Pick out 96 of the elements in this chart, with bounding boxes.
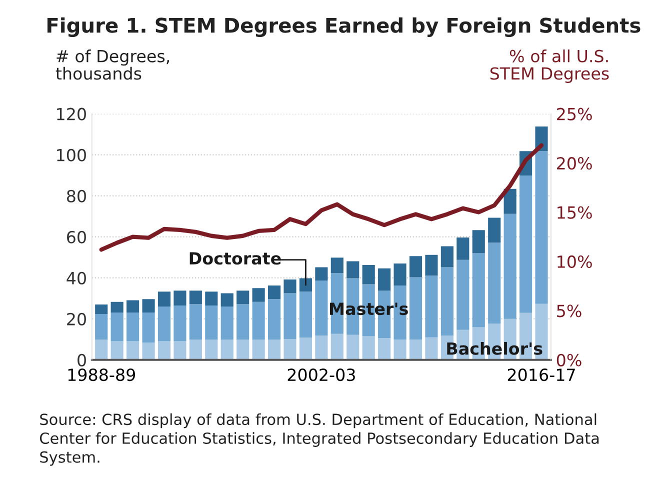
bar bbox=[472, 230, 485, 254]
bar bbox=[425, 254, 438, 276]
y2-tick-label: 10% bbox=[558, 255, 592, 268]
x-tick-label: 1988-89 bbox=[68, 368, 136, 382]
x-tick-label: 2016-17 bbox=[508, 368, 575, 382]
y2-tick-label: 0% bbox=[556, 354, 582, 366]
bar bbox=[174, 290, 186, 306]
y2-tick-label: 20% bbox=[557, 157, 592, 170]
bar bbox=[95, 304, 108, 314]
bar bbox=[158, 292, 171, 307]
y-axis-title: # of Degrees, thousands bbox=[56, 50, 170, 80]
bar bbox=[284, 293, 296, 339]
bar bbox=[362, 264, 375, 284]
bar bbox=[362, 336, 375, 360]
bar bbox=[456, 260, 470, 330]
bar bbox=[220, 306, 234, 340]
bar bbox=[425, 337, 438, 360]
bar bbox=[252, 288, 265, 302]
bar bbox=[158, 306, 171, 342]
bar bbox=[409, 277, 422, 340]
bar bbox=[488, 218, 501, 243]
bar bbox=[315, 280, 328, 336]
bar bbox=[252, 302, 265, 340]
bar bbox=[174, 341, 186, 360]
bar bbox=[142, 312, 155, 342]
bar bbox=[315, 335, 328, 360]
bar bbox=[142, 299, 155, 313]
bar bbox=[95, 340, 108, 360]
bar bbox=[315, 267, 328, 281]
bar bbox=[409, 340, 422, 360]
bar bbox=[284, 338, 296, 360]
y-tick-label: 20 bbox=[67, 312, 86, 326]
bar bbox=[504, 214, 516, 319]
bar bbox=[394, 264, 406, 286]
bar bbox=[189, 304, 202, 340]
bar bbox=[520, 176, 532, 313]
series-label: Bachelor's bbox=[447, 342, 542, 355]
bar bbox=[346, 334, 360, 360]
bar bbox=[425, 276, 438, 338]
bar bbox=[504, 188, 516, 214]
series-label: Doctorate bbox=[190, 252, 281, 265]
y2-axis-title: % of all U.S. STEM Degrees bbox=[490, 50, 609, 84]
bar bbox=[535, 151, 548, 304]
bar bbox=[205, 292, 218, 306]
line-series bbox=[99, 143, 544, 252]
bar bbox=[268, 299, 281, 340]
bar bbox=[378, 268, 391, 291]
y-tick-label: 40 bbox=[66, 272, 86, 284]
bar bbox=[330, 334, 344, 360]
bar bbox=[330, 258, 344, 274]
bar bbox=[174, 306, 186, 342]
bar bbox=[268, 340, 281, 360]
y-tick-label: 80 bbox=[66, 190, 86, 202]
bar bbox=[95, 314, 108, 340]
bar bbox=[126, 300, 140, 313]
bar bbox=[236, 340, 250, 360]
bar bbox=[110, 341, 124, 360]
bar bbox=[126, 312, 140, 342]
x-tick-label: 2002-03 bbox=[288, 368, 355, 382]
bar bbox=[394, 340, 406, 360]
bar bbox=[236, 290, 250, 304]
bar bbox=[299, 278, 312, 292]
chart-title: Figure 1. STEM Degrees Earned by Foreign Students bbox=[47, 17, 640, 37]
bar bbox=[220, 340, 234, 360]
bar bbox=[299, 338, 312, 360]
bar bbox=[220, 293, 234, 307]
bar bbox=[472, 253, 485, 328]
bar bbox=[110, 302, 124, 313]
y2-tick-label: 5% bbox=[557, 304, 582, 318]
bar bbox=[205, 340, 218, 360]
bar bbox=[346, 261, 360, 278]
bar bbox=[110, 312, 124, 342]
y2-tick-label: 25% bbox=[557, 108, 592, 120]
bar bbox=[252, 340, 265, 360]
bar bbox=[284, 280, 296, 294]
y-tick-label: 100 bbox=[57, 148, 86, 162]
y-tick-label: 120 bbox=[57, 108, 86, 120]
source-note: Source: CRS display of data from U.S. Department of Education, National Center for Education Statistics, Integrated Postsecondary Education Data System. bbox=[40, 413, 599, 466]
bar bbox=[440, 267, 454, 336]
bar bbox=[142, 342, 155, 360]
y-tick-label: 60 bbox=[67, 230, 86, 244]
bar bbox=[189, 340, 202, 360]
bar bbox=[409, 256, 422, 278]
bar bbox=[236, 304, 250, 340]
y2-tick-label: 15% bbox=[558, 206, 592, 219]
bar bbox=[299, 292, 312, 338]
bar bbox=[456, 237, 470, 260]
y-tick-label: 0 bbox=[78, 354, 86, 366]
bar bbox=[126, 341, 140, 360]
bar bbox=[488, 242, 501, 324]
bar bbox=[205, 306, 218, 340]
bar bbox=[378, 338, 391, 360]
bar bbox=[268, 285, 281, 300]
bar bbox=[189, 290, 202, 304]
bar bbox=[440, 246, 454, 268]
bar bbox=[158, 341, 171, 360]
